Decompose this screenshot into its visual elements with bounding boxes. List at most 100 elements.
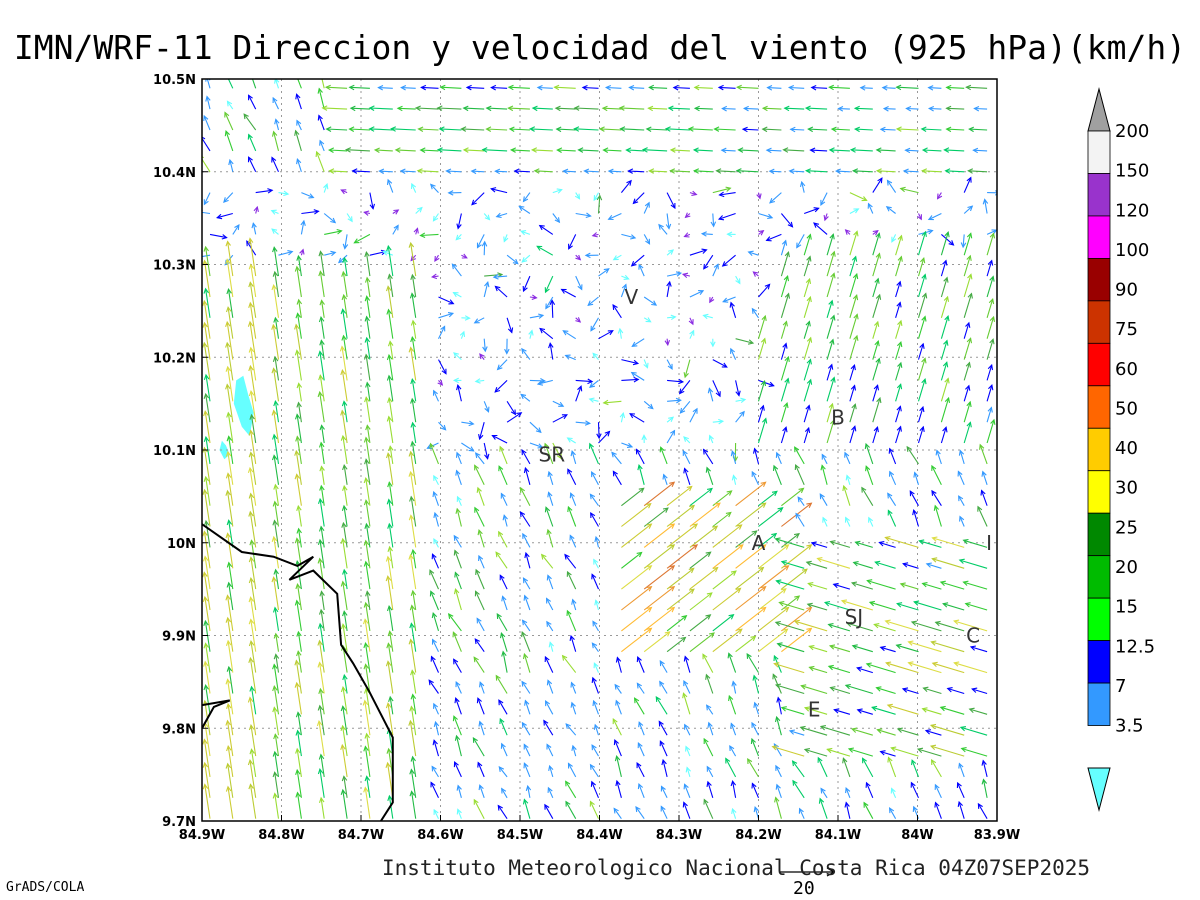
wind-vector-head (453, 588, 460, 595)
wind-vector-head (296, 630, 302, 637)
wind-vector-head (296, 119, 302, 126)
wind-vector (395, 149, 416, 152)
wind-vector (836, 170, 850, 173)
wind-vector-head (565, 723, 572, 729)
wind-vector-head (456, 808, 462, 815)
wind-vector (296, 266, 302, 298)
wind-vector-head (689, 329, 695, 336)
wind-vector (957, 471, 965, 486)
wind-vector-head (396, 105, 403, 112)
wind-vector-head (641, 147, 648, 153)
wind-vector-head (667, 363, 673, 370)
wind-vector (849, 208, 859, 214)
wind-vector-head (341, 334, 347, 341)
wind-vector-head (388, 445, 394, 452)
wind-vector (326, 86, 348, 89)
wind-vector (826, 403, 834, 423)
wind-vector (958, 801, 965, 819)
wind-vector-head (623, 274, 630, 280)
wind-vector-head (431, 638, 437, 645)
wind-vector (712, 524, 742, 548)
wind-vector-head (752, 271, 759, 277)
wind-vector-head (248, 301, 254, 308)
wind-vector-head (317, 497, 324, 504)
wind-vector (552, 213, 560, 223)
wind-vector-head (683, 467, 689, 474)
wind-vector-head (828, 299, 834, 306)
wind-vector-head (859, 85, 866, 91)
wind-vector (523, 577, 531, 590)
wind-vector (917, 406, 924, 423)
wind-vector-head (731, 680, 737, 687)
wind-vector (792, 780, 805, 799)
wind-vector (780, 276, 789, 298)
wind-vector (865, 782, 874, 799)
wind-vector (897, 728, 919, 736)
wind-vector-head (874, 277, 880, 284)
wind-vector (502, 596, 508, 611)
wind-vector (631, 372, 645, 381)
wind-vector-head (784, 377, 790, 384)
wind-vector (643, 234, 650, 245)
wind-vector-head (635, 806, 641, 813)
wind-vector (775, 797, 782, 819)
wind-vector (474, 317, 485, 324)
wind-vector (319, 539, 325, 569)
wind-vector-head (806, 295, 812, 303)
wind-vector (872, 427, 879, 444)
wind-vector-head (847, 747, 854, 753)
wind-vector (872, 233, 880, 256)
wind-vector (963, 274, 972, 298)
wind-vector-head (363, 210, 370, 216)
wind-vector-head (989, 275, 995, 282)
wind-vector-head (205, 95, 211, 102)
wind-vector (758, 565, 789, 590)
wind-vector-head (931, 464, 937, 471)
wind-vector-head (683, 783, 689, 790)
wind-vector (453, 535, 462, 548)
wind-vector-head (386, 244, 392, 252)
wind-vector-head (533, 168, 540, 174)
wind-vector (524, 595, 531, 611)
wind-vector-head (706, 780, 712, 787)
wind-vector (227, 763, 234, 798)
wind-vector-head (987, 363, 994, 371)
wind-vector (665, 128, 690, 131)
wind-vector (411, 274, 417, 298)
wind-vector-head (660, 785, 666, 792)
wind-vector-head (271, 454, 278, 461)
wind-vector (808, 582, 828, 590)
wind-vector (803, 405, 810, 423)
wind-vector (250, 391, 257, 423)
wind-vector (321, 425, 325, 444)
wind-vector-head (420, 84, 427, 91)
wind-vector (637, 656, 645, 673)
wind-vector (954, 620, 988, 632)
wind-vector (595, 600, 600, 611)
wind-vector-head (989, 232, 996, 239)
wind-vector-head (393, 224, 399, 231)
wind-vector (872, 385, 879, 402)
wind-vector (343, 257, 348, 277)
wind-vector (572, 745, 577, 757)
wind-vector-head (364, 775, 371, 782)
wind-vector-head (792, 779, 798, 786)
wind-vector-head (944, 315, 950, 322)
wind-vector-head (930, 640, 937, 646)
wind-vector-head (966, 176, 972, 183)
wind-vector (879, 541, 896, 548)
wind-vector (455, 681, 462, 694)
wind-vector (963, 205, 973, 214)
wind-vector (725, 758, 737, 778)
wind-vector-head (589, 493, 596, 500)
wind-vector-head (341, 521, 347, 528)
wind-vector (783, 149, 805, 152)
wind-vector (366, 277, 371, 298)
wind-vector (903, 170, 919, 173)
wind-vector (389, 341, 394, 360)
wind-vector-head (477, 529, 483, 536)
wind-vector-head (829, 686, 836, 692)
wind-vector (501, 743, 508, 757)
wind-vector (227, 451, 234, 485)
wind-vector (810, 149, 828, 152)
